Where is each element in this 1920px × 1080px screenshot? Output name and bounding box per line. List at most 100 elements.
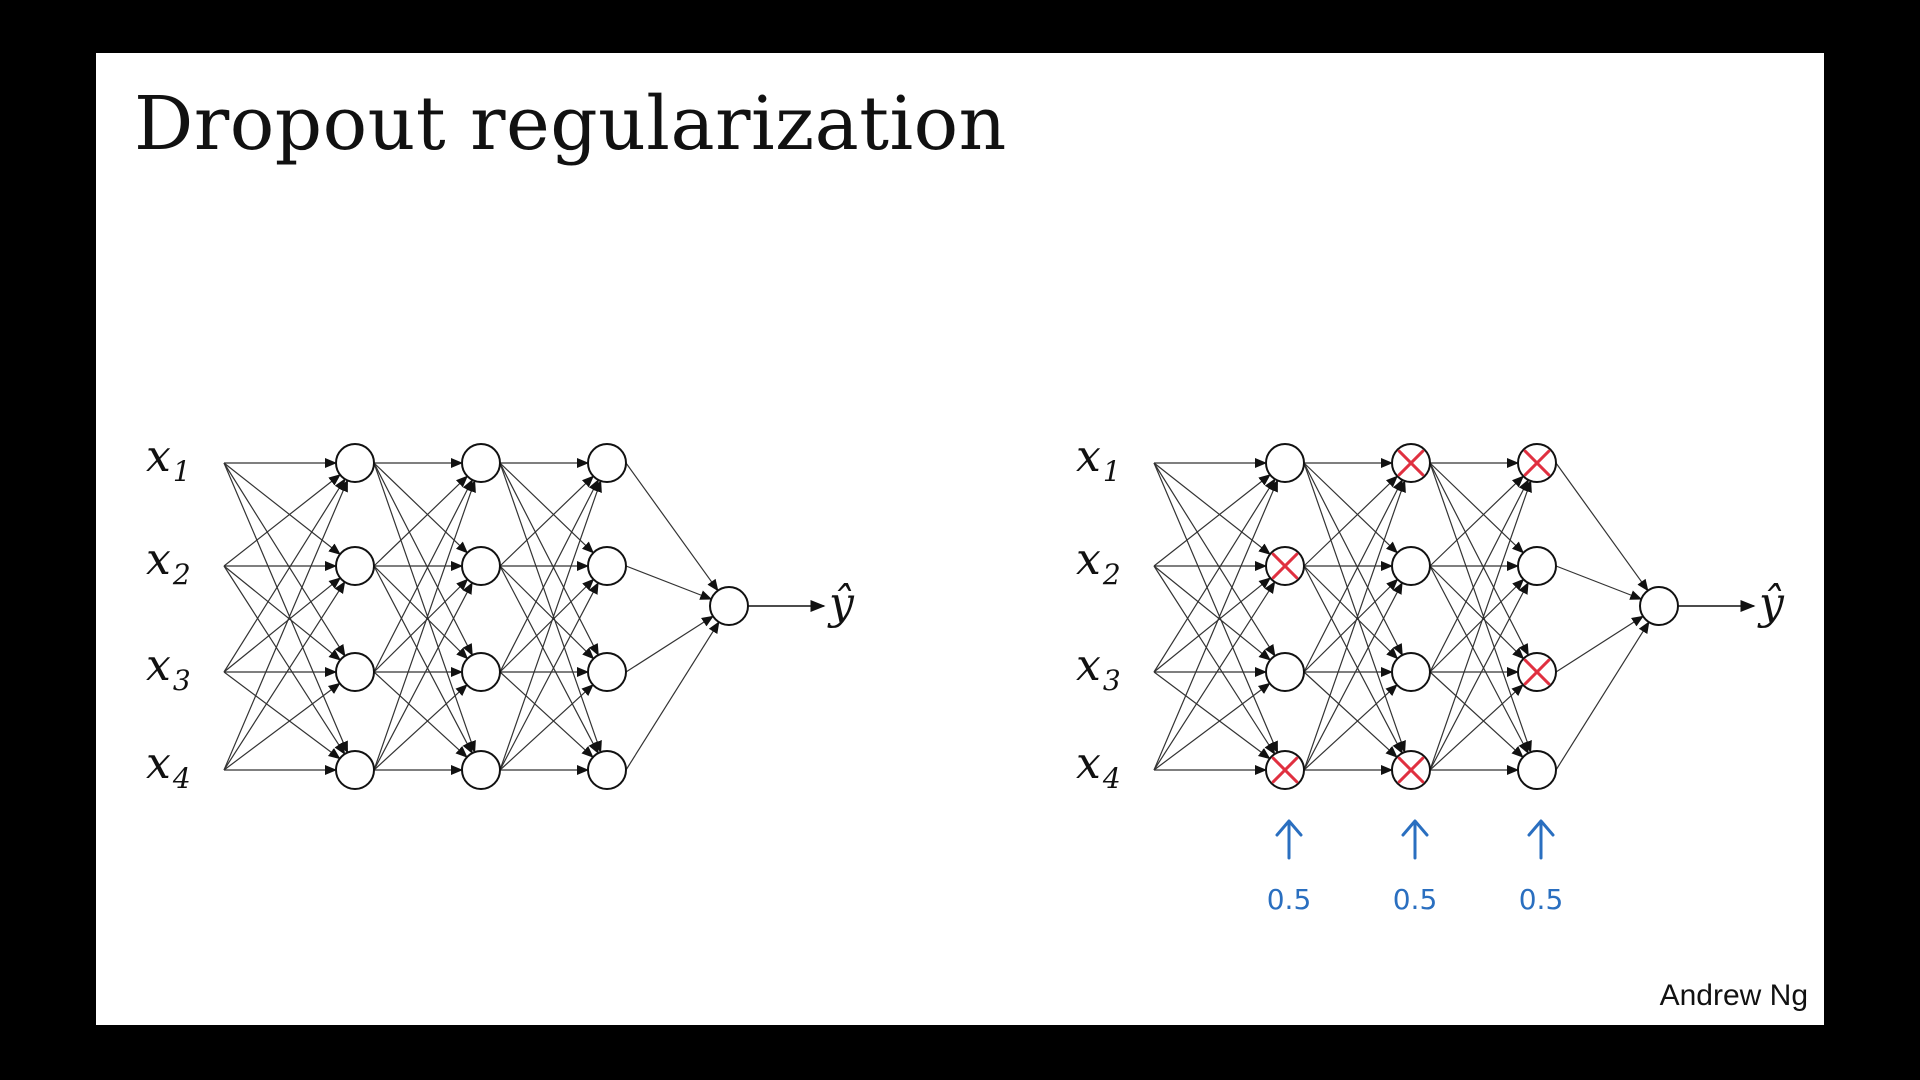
edge — [1429, 578, 1525, 673]
keep-prob-label: 0.5 — [1393, 883, 1438, 916]
hidden-unit — [335, 750, 375, 790]
dropout-x-mark — [1397, 756, 1425, 784]
edge — [373, 479, 476, 771]
edge — [1153, 478, 1276, 673]
edge — [1429, 479, 1529, 673]
edge — [625, 462, 719, 592]
edge — [1555, 462, 1649, 592]
edge — [373, 565, 473, 755]
edge — [499, 479, 599, 673]
hidden-unit — [1517, 546, 1557, 586]
edge — [499, 479, 602, 771]
edge — [1153, 581, 1276, 771]
edge — [373, 462, 476, 754]
hidden-unit — [461, 546, 501, 586]
edge — [1429, 684, 1524, 771]
edge — [1303, 565, 1403, 755]
hidden-unit — [587, 652, 627, 692]
hidden-unit — [335, 652, 375, 692]
input-label: x4 — [1076, 738, 1121, 795]
edge — [223, 581, 346, 771]
edge — [1153, 565, 1272, 661]
input-label: x3 — [146, 640, 191, 697]
edge — [1303, 565, 1399, 660]
edge — [1555, 621, 1650, 771]
hidden-unit — [587, 750, 627, 790]
hidden-unit — [1265, 652, 1305, 692]
hidden-unit — [1391, 652, 1431, 692]
hidden-unit — [461, 443, 501, 483]
edge — [1303, 479, 1406, 771]
hidden-unit — [587, 546, 627, 586]
hidden-unit — [1265, 443, 1305, 483]
edge — [1153, 671, 1271, 760]
hidden-unit — [461, 652, 501, 692]
hidden-unit — [587, 443, 627, 483]
dropout-x-mark — [1523, 449, 1551, 477]
dropout-x-mark — [1397, 449, 1425, 477]
dropout-network: x1 x2 x3 x4 ŷ 0.5 0.5 0.5 — [1076, 431, 1785, 916]
network-diagrams: x1 x2 x3 x4 ŷ x1 x2 x3 x4 ŷ 0.5 0.5 0.5 — [146, 431, 1785, 916]
edge — [625, 621, 720, 771]
edge — [1153, 474, 1271, 567]
edge — [499, 462, 595, 554]
edge — [223, 474, 341, 567]
edge — [1429, 462, 1529, 656]
edge — [373, 578, 469, 673]
edge — [1153, 682, 1271, 771]
edge — [1303, 462, 1399, 554]
edge — [373, 565, 469, 660]
edge — [223, 479, 349, 771]
hidden-unit — [335, 546, 375, 586]
edge — [1429, 462, 1532, 754]
edge — [1303, 581, 1403, 771]
edge — [373, 581, 473, 771]
hidden-unit — [1391, 546, 1431, 586]
edge — [499, 565, 599, 755]
edge — [373, 671, 468, 758]
edge — [499, 462, 599, 656]
edge — [373, 479, 473, 673]
edge — [499, 581, 599, 771]
output-unit — [709, 586, 749, 626]
edge — [223, 577, 342, 673]
full-network: x1 x2 x3 x4 ŷ — [146, 431, 855, 795]
hidden-unit — [335, 443, 375, 483]
edge — [373, 684, 468, 771]
edge — [223, 671, 341, 760]
hidden-unit — [461, 750, 501, 790]
edge — [1303, 479, 1403, 673]
edge — [1429, 581, 1529, 771]
edge — [223, 682, 341, 771]
edge — [1429, 475, 1525, 567]
edge — [1303, 578, 1399, 673]
edge — [1153, 462, 1279, 754]
input-label: x2 — [1076, 534, 1121, 591]
edge — [373, 462, 469, 554]
slide-title: Dropout regularization — [134, 81, 1007, 167]
output-label: ŷ — [827, 578, 855, 629]
dropout-x-mark — [1271, 756, 1299, 784]
edge — [1429, 462, 1525, 554]
hidden-unit — [1517, 750, 1557, 790]
edge — [499, 578, 595, 673]
keep-prob-label: 0.5 — [1519, 883, 1564, 916]
edge — [1303, 462, 1403, 656]
edge — [625, 565, 713, 600]
edge — [223, 565, 346, 755]
input-label: x3 — [1076, 640, 1121, 697]
edge — [1429, 565, 1529, 755]
keep-prob-label: 0.5 — [1267, 883, 1312, 916]
edge — [1153, 462, 1271, 555]
edge — [1303, 671, 1398, 758]
edge — [1153, 577, 1272, 673]
edge — [625, 615, 714, 673]
edge — [223, 478, 346, 673]
edges — [1153, 458, 1650, 775]
edge — [223, 462, 349, 754]
edge — [1429, 479, 1532, 771]
input-label: x1 — [146, 431, 191, 488]
keep-prob-arrow — [1275, 819, 1303, 860]
edge — [1303, 475, 1399, 567]
edge — [1555, 565, 1643, 600]
